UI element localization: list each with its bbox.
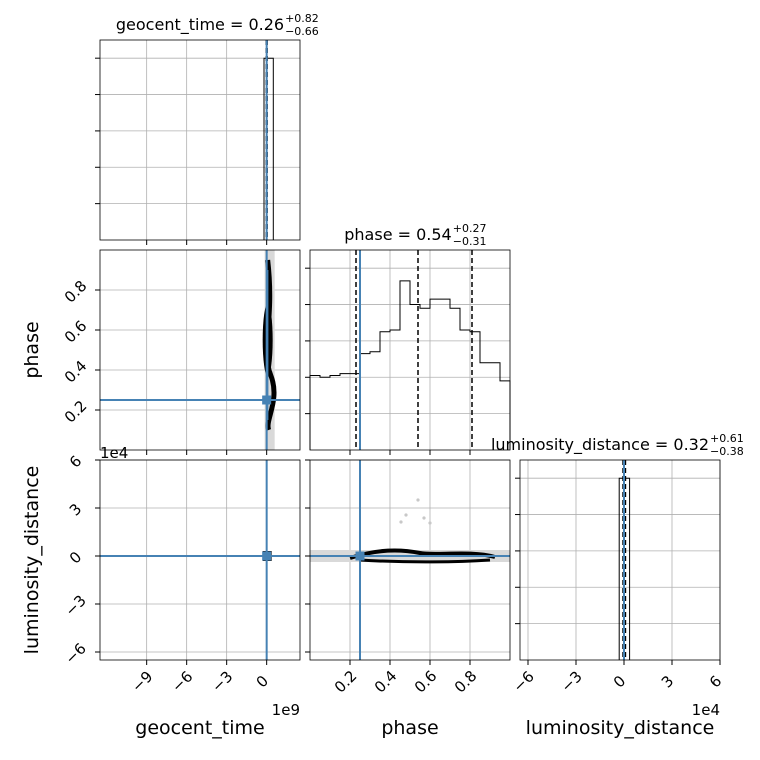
hist-panel-luminosity_distance [515,459,721,665]
title-median: 0.26 [248,15,284,34]
title-plus-error: +0.27 [453,222,487,235]
panel-frame [309,459,511,661]
panel-frame [99,459,301,661]
x-tick-label: 0.2 [331,667,361,697]
x-axis-label-geocent_time: geocent_time [135,717,264,739]
y-offset-text-luminosity_distance: 1e4 [100,444,128,462]
x-tick-label: −3 [557,667,585,695]
hist-panel-phase [305,249,511,455]
title-median: 0.32 [673,435,709,454]
histogram-phase [309,280,511,450]
hist-panel-geocent_time [95,39,301,245]
x-tick-label: −6 [168,667,196,695]
title-plus-error: +0.61 [710,432,744,445]
2d-panel-phase-luminosity_distance [305,459,511,665]
title-geocent_time: geocent_time = 0.26 [116,15,284,35]
x-axis-label-luminosity_distance: luminosity_distance [526,717,715,739]
y-axis-label-phase: phase [21,321,43,378]
title-eq: = [393,225,417,244]
scatter-point [399,520,403,524]
title-param: luminosity_distance [491,435,650,455]
title-param: geocent_time [116,15,225,35]
x-offset-text-luminosity_distance: 1e4 [692,701,720,719]
scatter-point [404,513,408,517]
title-plus-error: +0.82 [285,12,319,25]
panel-frame [519,459,721,661]
density-geocent_time-phase [262,250,277,450]
title-minus-error: −0.38 [710,445,744,458]
x-tick-label: 3 [658,672,677,691]
title-luminosity_distance: luminosity_distance = 0.32 [491,435,709,455]
2d-panel-geocent_time-phase [95,249,301,455]
scatter-point [422,516,426,520]
x-tick-label: 0.6 [411,667,441,697]
x-axis-label-phase: phase [381,717,438,739]
truth-marker [262,395,272,405]
truth-marker [355,551,365,561]
x-tick-label: −6 [509,667,537,695]
x-tick-label: 6 [706,672,725,691]
y-tick-label: 0.6 [61,317,91,347]
scatter-point [428,521,432,525]
panel-frame [309,249,511,451]
scatter-point [416,498,420,502]
y-tick-label: −6 [61,639,89,667]
x-tick-label: 0 [610,672,629,691]
histogram-geocent_time [263,57,274,240]
title-eq: = [225,15,249,34]
panel-frame [99,39,301,241]
title-eq: = [650,435,674,454]
truth-marker [262,551,272,561]
panel-frame [99,249,301,451]
title-minus-error: −0.31 [453,235,487,248]
title-minus-error: −0.66 [285,25,319,38]
2d-panel-geocent_time-luminosity_distance [95,459,301,665]
y-tick-label: −3 [61,591,89,619]
x-tick-label: 0.8 [451,667,481,697]
x-tick-label: −3 [208,667,236,695]
y-axis-label-luminosity_distance: luminosity_distance [21,466,43,655]
title-param: phase [344,225,392,244]
y-tick-label: 6 [66,452,85,471]
x-tick-label: 0 [253,672,272,691]
x-tick-label: 0.4 [371,667,401,697]
x-offset-text-geocent_time: 1e9 [272,701,300,719]
y-tick-label: 0.4 [61,357,91,387]
contour [349,548,496,560]
y-tick-label: 0.2 [61,397,91,427]
y-tick-label: 0.8 [61,277,91,307]
y-tick-label: 0 [66,548,85,567]
y-tick-label: 3 [66,500,85,519]
title-phase: phase = 0.54 [344,225,451,244]
x-tick-label: −9 [128,667,156,695]
title-median: 0.54 [416,225,452,244]
contour-outer [359,558,491,564]
